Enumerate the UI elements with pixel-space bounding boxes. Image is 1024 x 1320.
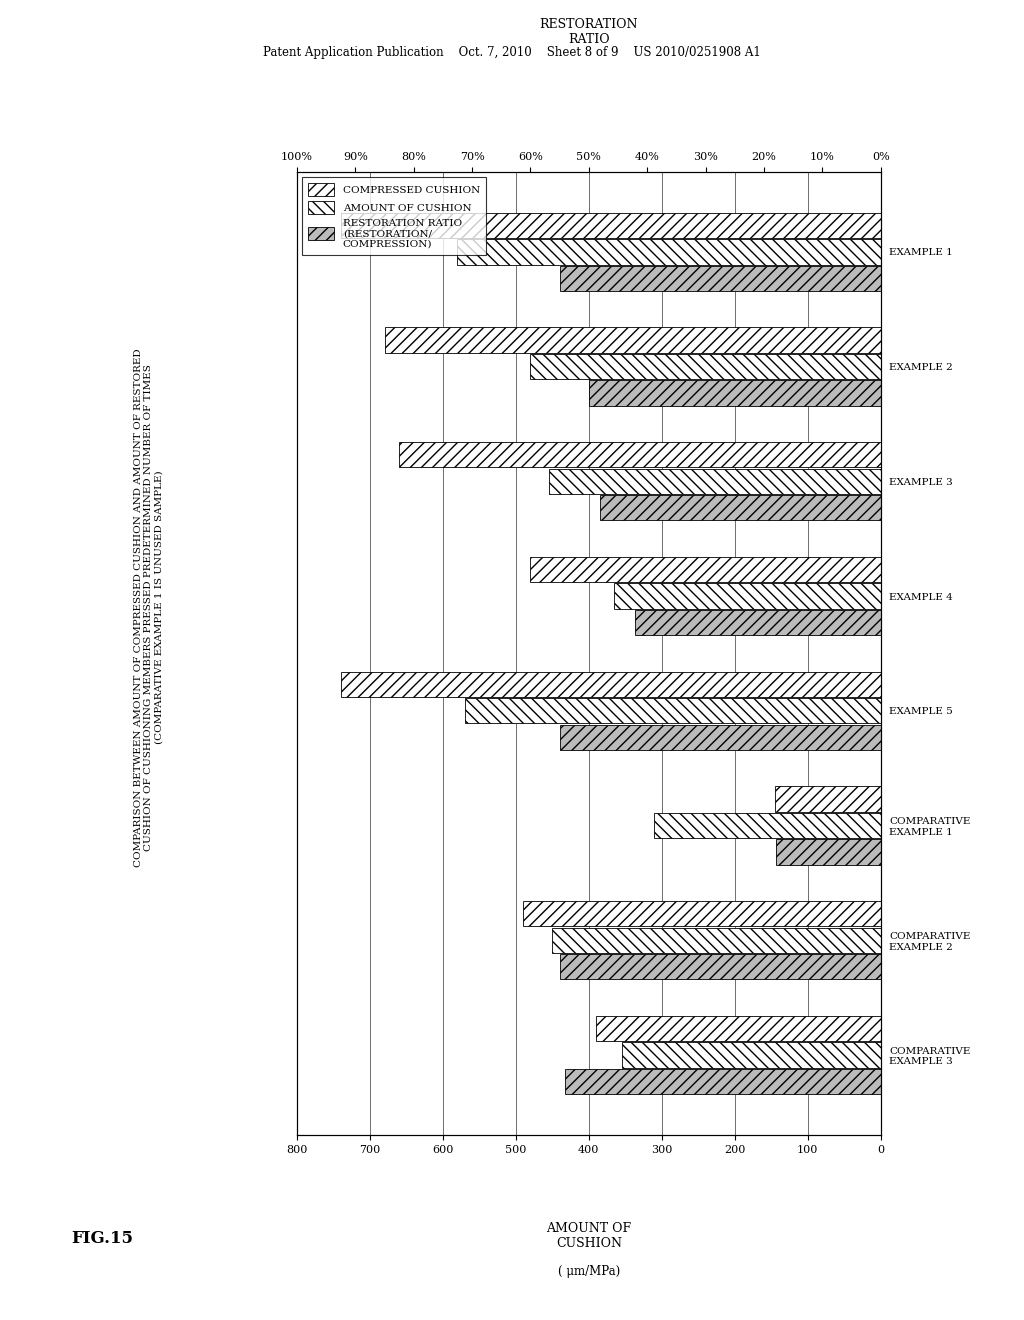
Bar bbox=[622, 1043, 881, 1068]
Bar bbox=[530, 557, 881, 582]
Bar bbox=[775, 840, 881, 865]
Bar bbox=[399, 442, 881, 467]
Bar bbox=[530, 354, 881, 379]
Bar bbox=[614, 583, 881, 609]
Legend: COMPRESSED CUSHION, AMOUNT OF CUSHION, RESTORATION RATIO
(RESTORATION/
COMPRESSI: COMPRESSED CUSHION, AMOUNT OF CUSHION, R… bbox=[302, 177, 486, 255]
Bar bbox=[559, 954, 881, 979]
Text: AMOUNT OF
CUSHION: AMOUNT OF CUSHION bbox=[546, 1222, 632, 1250]
Bar bbox=[565, 1069, 881, 1094]
Text: FIG.15: FIG.15 bbox=[72, 1230, 134, 1247]
Bar bbox=[636, 610, 881, 635]
Bar bbox=[458, 239, 881, 264]
Bar bbox=[341, 672, 881, 697]
Bar bbox=[559, 725, 881, 750]
Text: ( μm/MPa): ( μm/MPa) bbox=[558, 1266, 620, 1278]
Bar bbox=[600, 495, 881, 520]
Text: RESTORATION
RATIO: RESTORATION RATIO bbox=[540, 18, 638, 46]
Bar bbox=[559, 265, 881, 290]
Bar bbox=[341, 213, 881, 238]
Bar bbox=[596, 1016, 881, 1041]
Text: COMPARISON BETWEEN AMOUNT OF COMPRESSED CUSHION AND AMOUNT OF RESTORED
CUSHION O: COMPARISON BETWEEN AMOUNT OF COMPRESSED … bbox=[133, 348, 164, 866]
Bar bbox=[465, 698, 881, 723]
Bar bbox=[654, 813, 881, 838]
Bar bbox=[523, 902, 881, 927]
Text: Patent Application Publication    Oct. 7, 2010    Sheet 8 of 9    US 2010/025190: Patent Application Publication Oct. 7, 2… bbox=[263, 46, 761, 59]
Bar bbox=[549, 469, 881, 494]
Bar bbox=[775, 787, 881, 812]
Bar bbox=[552, 928, 881, 953]
Bar bbox=[589, 380, 881, 405]
Bar bbox=[385, 327, 881, 352]
